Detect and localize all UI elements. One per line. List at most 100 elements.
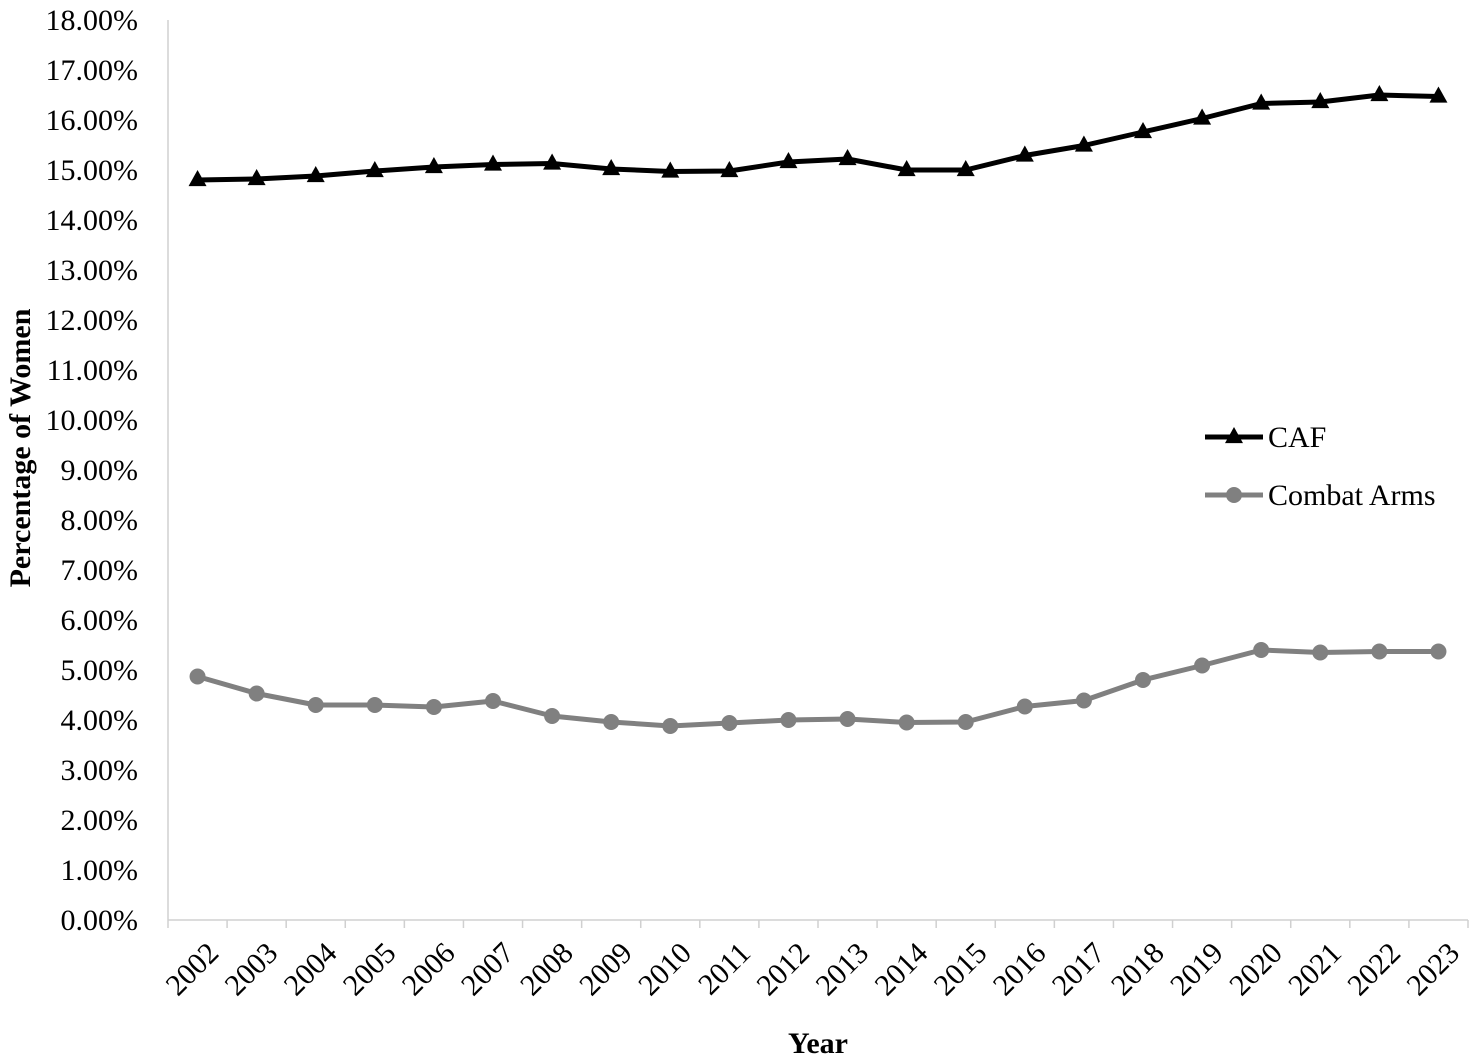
data-point-combat-arms (1312, 644, 1329, 661)
x-tick-label: 2005 (337, 936, 403, 1002)
data-point-combat-arms (1194, 657, 1211, 674)
x-tick-label: 2016 (987, 936, 1053, 1002)
y-tick-label: 16.00% (46, 104, 139, 137)
series-caf (188, 84, 1448, 187)
x-tick-label: 2019 (1164, 936, 1230, 1002)
y-tick-label: 3.00% (61, 754, 139, 787)
data-point-caf (1252, 93, 1271, 110)
data-point-caf (1311, 91, 1330, 109)
data-point-caf (543, 153, 562, 170)
y-tick-label: 2.00% (61, 804, 139, 837)
axes (167, 20, 1468, 921)
y-tick-label: 18.00% (46, 4, 139, 37)
data-point-combat-arms (485, 693, 501, 709)
data-point-caf (838, 148, 857, 166)
y-tick-label: 0.00% (61, 904, 139, 937)
x-tick-label: 2021 (1282, 936, 1348, 1002)
x-tick-label: 2011 (692, 936, 757, 1001)
series-line-caf (197, 92, 1439, 183)
legend-item-caf: CAF (1205, 421, 1326, 454)
legend-item-combat-arms: Combat Arms (1205, 479, 1436, 512)
series-layer (188, 84, 1448, 734)
data-point-caf (661, 161, 680, 178)
legend-label: Combat Arms (1268, 479, 1436, 512)
y-tick-label: 7.00% (61, 554, 139, 587)
data-point-combat-arms (839, 711, 856, 727)
data-point-combat-arms (248, 685, 265, 702)
x-axis-title: Year (788, 1027, 848, 1060)
y-tick-label: 13.00% (46, 254, 139, 287)
x-tick-label: 2023 (1400, 936, 1466, 1002)
x-tick-label: 2013 (809, 936, 875, 1002)
x-tick-label: 2018 (1105, 936, 1171, 1002)
data-point-caf (602, 158, 621, 176)
data-point-combat-arms (721, 715, 738, 731)
data-point-caf (1429, 86, 1448, 103)
legend-label: CAF (1268, 421, 1326, 454)
data-point-caf (1074, 135, 1093, 152)
data-point-combat-arms (1430, 643, 1447, 660)
y-tick-label: 5.00% (61, 654, 139, 687)
y-tick-label: 9.00% (61, 454, 139, 487)
data-point-combat-arms (603, 714, 620, 730)
data-point-combat-arms (662, 718, 679, 734)
legend: CAF Combat Arms (1205, 421, 1436, 512)
x-axis-ticks: 2002200320042005200620072008200920102011… (159, 920, 1469, 1002)
data-point-caf (424, 156, 443, 174)
y-tick-label: 11.00% (47, 354, 138, 387)
data-point-caf (779, 151, 798, 169)
data-point-combat-arms (425, 699, 442, 715)
legend-marker (1225, 426, 1243, 444)
series-combat-arms (189, 642, 1447, 734)
data-point-caf (1193, 108, 1212, 125)
x-tick-label: 2012 (750, 936, 816, 1002)
series-line-combat-arms (196, 647, 1439, 729)
data-point-caf (897, 159, 916, 177)
data-point-combat-arms (780, 712, 797, 728)
y-tick-label: 8.00% (61, 504, 139, 537)
data-point-caf (306, 165, 325, 183)
y-tick-label: 15.00% (46, 154, 139, 187)
data-point-caf (365, 160, 384, 178)
data-point-caf (1015, 145, 1034, 162)
data-point-combat-arms (898, 714, 915, 731)
x-tick-label: 2003 (219, 936, 285, 1002)
data-point-caf (1370, 84, 1389, 102)
data-point-caf (188, 169, 207, 187)
x-tick-label: 2010 (632, 936, 698, 1002)
y-tick-label: 10.00% (46, 404, 139, 437)
legend-marker (1226, 487, 1242, 503)
x-tick-label: 2007 (455, 936, 521, 1002)
y-tick-label: 4.00% (61, 704, 139, 737)
y-axis-title: Percentage of Women (4, 308, 37, 587)
data-point-combat-arms (366, 697, 383, 713)
data-point-combat-arms (307, 697, 324, 713)
y-tick-label: 14.00% (46, 204, 139, 237)
y-axis-ticks: 0.00% 1.00% 2.00% 3.00% 4.00% 5.00% 6.00% 7.00%… (46, 4, 139, 937)
x-tick-label: 2017 (1046, 936, 1112, 1002)
x-tick-label: 2004 (278, 936, 344, 1002)
data-point-caf (247, 168, 266, 186)
y-tick-label: 17.00% (46, 54, 139, 87)
y-tick-label: 6.00% (61, 604, 139, 637)
x-tick-label: 2014 (869, 936, 935, 1002)
y-tick-label: 12.00% (46, 304, 139, 337)
x-tick-label: 2002 (159, 936, 225, 1002)
data-point-combat-arms (1075, 692, 1092, 709)
data-point-combat-arms (1016, 698, 1033, 715)
x-tick-label: 2009 (573, 936, 639, 1002)
data-point-combat-arms (1371, 643, 1388, 660)
data-point-caf (956, 159, 975, 177)
data-point-caf (1134, 121, 1152, 139)
data-point-combat-arms (544, 708, 561, 724)
data-point-caf (484, 154, 502, 171)
x-tick-label: 2008 (514, 936, 580, 1002)
data-point-combat-arms (957, 714, 974, 730)
x-tick-label: 2022 (1341, 936, 1407, 1002)
data-point-caf (720, 160, 739, 178)
data-point-combat-arms (189, 668, 206, 685)
x-tick-label: 2020 (1223, 936, 1289, 1002)
x-tick-label: 2006 (396, 936, 462, 1002)
x-tick-label: 2015 (928, 936, 994, 1002)
